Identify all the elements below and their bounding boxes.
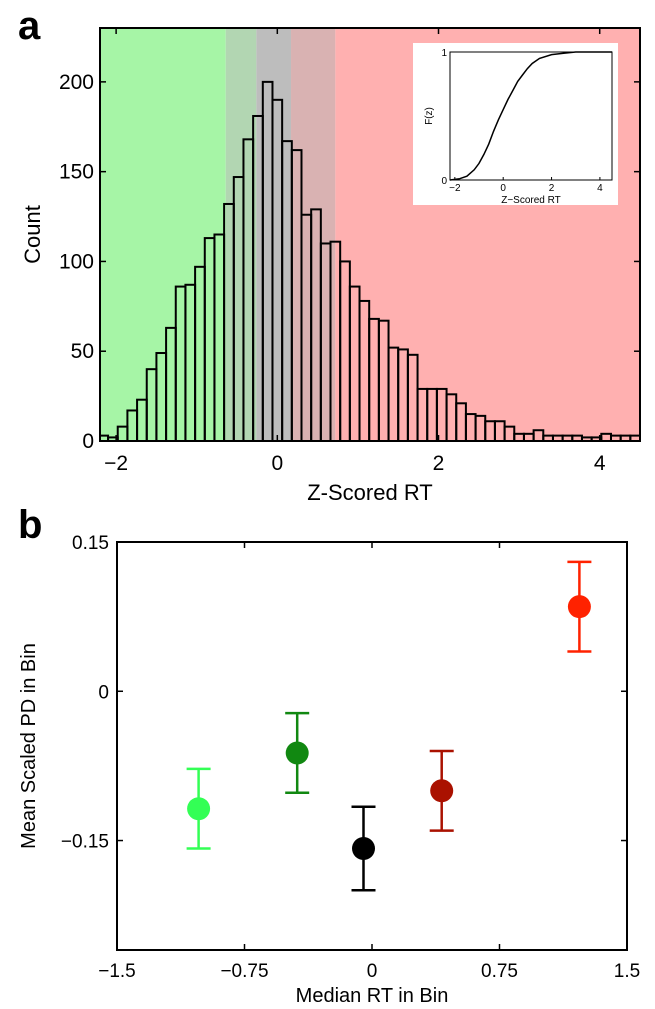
data-point-2 xyxy=(352,836,375,860)
inset-x-axis-label: Z−Scored RT xyxy=(501,195,561,206)
x-tick-label: 0 xyxy=(271,452,283,475)
x-axis-label: Median RT in Bin xyxy=(296,985,449,1007)
inset-x-tick-label: 2 xyxy=(549,183,555,194)
panel-b-label: b xyxy=(18,503,43,547)
x-tick-label: −2 xyxy=(104,452,128,475)
x-axis-label: Z-Scored RT xyxy=(307,480,433,505)
inset-cdf-line xyxy=(449,51,612,181)
inset-y-axis-label: F(z) xyxy=(424,107,435,125)
x-tick-label: 1.5 xyxy=(614,961,640,982)
inset-y-tick-label: 0 xyxy=(441,176,447,187)
y-tick-label: 0 xyxy=(98,682,109,703)
y-tick-label: −0.15 xyxy=(61,832,109,853)
x-tick-label: 0 xyxy=(367,961,378,982)
x-tick-label: 4 xyxy=(594,452,606,475)
inset-background xyxy=(413,43,618,205)
inset-x-tick-label: 4 xyxy=(597,183,603,194)
inset-frame xyxy=(449,51,613,181)
x-tick-label: 0.75 xyxy=(481,961,518,982)
plot-frame xyxy=(116,541,628,951)
data-point-1 xyxy=(285,741,309,765)
y-tick-label: 100 xyxy=(59,250,94,273)
shaded-region-2 xyxy=(256,28,292,441)
shaded-region-3 xyxy=(291,28,336,441)
y-tick-label: 150 xyxy=(59,161,94,184)
inset-y-tick-label: 1 xyxy=(441,48,447,59)
inset-x-tick-label: −2 xyxy=(449,183,461,194)
scatter-panel: −1.5 −0.75 0 0.75 1.5 −0.15 0 0.15 Median RT in … xyxy=(18,533,640,1007)
x-tick-label: −1.5 xyxy=(98,961,136,982)
data-point-3 xyxy=(430,779,454,803)
y-tick-label: 50 xyxy=(71,340,94,363)
data-point-4 xyxy=(567,595,591,619)
y-axis-label: Count xyxy=(20,205,45,264)
data-point-0 xyxy=(187,797,211,821)
shaded-region-0 xyxy=(100,28,226,441)
shaded-region-1 xyxy=(225,28,257,441)
y-tick-label: 200 xyxy=(59,71,94,94)
plot-frame xyxy=(99,27,641,442)
panel-a-label: a xyxy=(18,4,41,48)
y-axis-label: Mean Scaled PD in Bin xyxy=(18,643,40,849)
x-tick-label: 2 xyxy=(433,452,445,475)
x-tick-label: −0.75 xyxy=(220,961,268,982)
inset-x-tick-label: 0 xyxy=(500,183,506,194)
y-tick-label: 0 xyxy=(82,430,94,453)
y-tick-label: 0.15 xyxy=(72,533,109,554)
